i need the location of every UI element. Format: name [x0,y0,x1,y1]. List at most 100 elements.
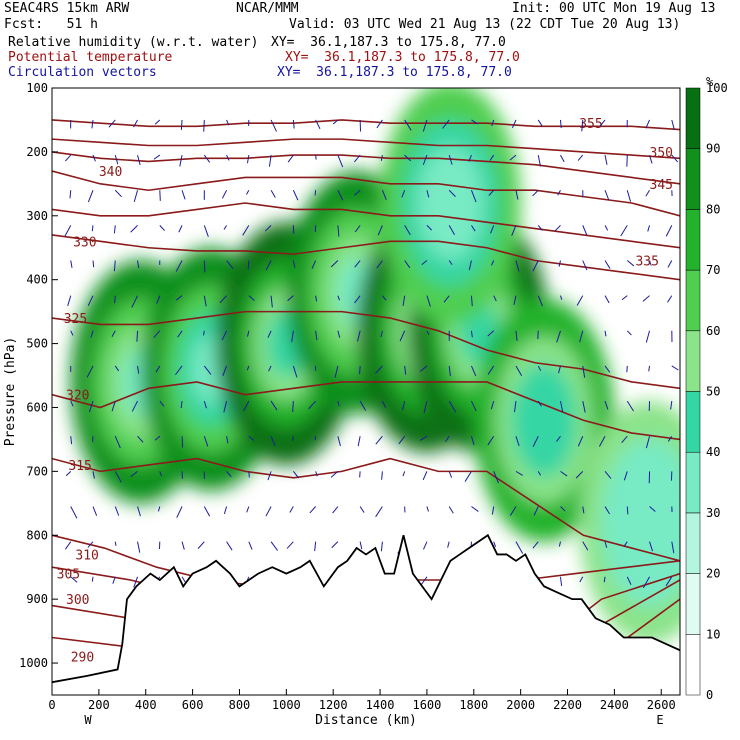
vector [577,436,584,447]
x-axis-label: Distance (km) [315,713,417,728]
vector [181,190,186,200]
vector [292,365,298,378]
vector [332,506,339,514]
vector [532,189,539,197]
vector [309,506,316,514]
vector [626,190,632,202]
vector [626,506,629,515]
colorbar-label: 60 [706,324,720,338]
colorbar-bin [685,330,701,392]
vector [575,471,584,479]
vector [422,154,428,166]
vector [515,260,520,272]
vector [270,189,276,198]
terrain [52,533,680,695]
colorbar-label: 10 [706,627,720,641]
vector [419,365,428,372]
vector [399,330,406,342]
vector [426,330,430,336]
vector [398,435,406,445]
vector [203,154,211,163]
vector [404,260,411,269]
vector [647,225,651,232]
y-tick-label: 1000 [19,656,48,670]
vector [468,260,472,271]
vector [381,471,383,480]
vector [422,471,428,481]
vector [248,541,253,550]
theta-label-300: 300 [66,593,89,608]
model-name: SEAC4RS 15km ARW [4,1,130,16]
theta-325 [52,310,680,390]
vector [359,400,367,411]
vector [114,436,121,449]
vector [402,295,406,307]
vector [337,295,340,301]
vector [626,260,635,267]
y-tick-label: 900 [26,592,48,606]
vector [203,119,205,132]
vector [92,471,95,479]
vector [582,260,588,271]
vector [582,225,588,236]
vector [264,225,272,232]
x-tick-label: 1000 [272,698,301,712]
colorbar-bin [685,573,701,635]
rh-cell-6 [511,363,578,478]
vector [70,436,73,445]
vector [470,330,473,338]
vector [92,154,96,162]
vector [157,506,161,512]
vector [114,541,117,546]
colorbar-unit: % [706,75,714,89]
vector [267,471,272,481]
vector [180,119,183,130]
field3-label: Circulation vectors [8,65,157,80]
vector [315,295,318,302]
vector [246,189,250,195]
vector [92,506,98,516]
vector [137,365,140,374]
theta-350 [52,138,680,160]
vector [270,119,277,132]
vector [70,400,74,407]
vector [515,436,520,447]
vector [243,400,250,412]
x-tick-label: 2600 [647,698,676,712]
y-tick-label: 100 [26,81,48,95]
vector [337,154,344,168]
x-tick-label: 1200 [319,698,348,712]
vector [219,295,227,304]
vector [287,295,294,302]
theta-label-290: 290 [71,651,94,666]
vector [515,330,518,341]
vector [671,365,679,371]
vector [133,190,139,203]
vector [470,295,473,307]
theta-label-345: 345 [650,178,673,193]
theta-label-335: 335 [635,255,658,270]
vector [112,576,116,584]
vector [560,470,568,477]
vector [292,401,294,413]
vector [334,365,339,378]
vector [649,154,653,164]
vector [292,119,295,129]
vector [556,330,561,343]
vector [337,400,340,407]
colorbar-bin [685,209,701,271]
vector [620,225,628,237]
vector [558,365,561,374]
vector [159,471,162,477]
vector [137,435,144,443]
vector [268,365,272,372]
vector [332,119,339,125]
vector [599,119,606,127]
theta-335 [52,202,680,249]
vector [577,154,584,161]
vector [402,471,406,477]
vector [353,189,361,196]
vector [267,330,272,338]
vector [582,365,586,378]
vector [419,435,428,441]
